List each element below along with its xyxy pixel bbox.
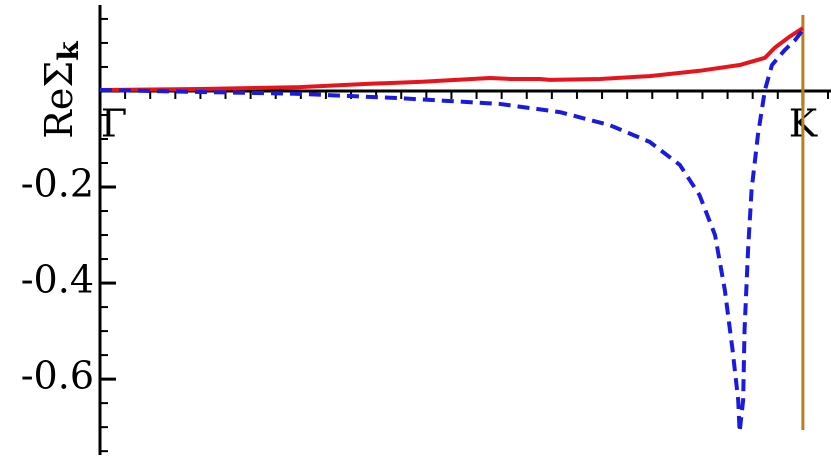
y-tick-label: -0.2 — [21, 162, 94, 206]
y-tick-label: -0.6 — [21, 354, 94, 398]
x-tick-label: Γ — [101, 101, 127, 145]
series-line — [99, 26, 804, 93]
y-axis-label: ReΣk — [37, 41, 85, 139]
y-label-sub: k — [52, 41, 85, 61]
y-label-main: ReΣ — [37, 61, 81, 139]
y-tick-label: -0.4 — [21, 258, 94, 302]
series-line — [99, 28, 805, 434]
